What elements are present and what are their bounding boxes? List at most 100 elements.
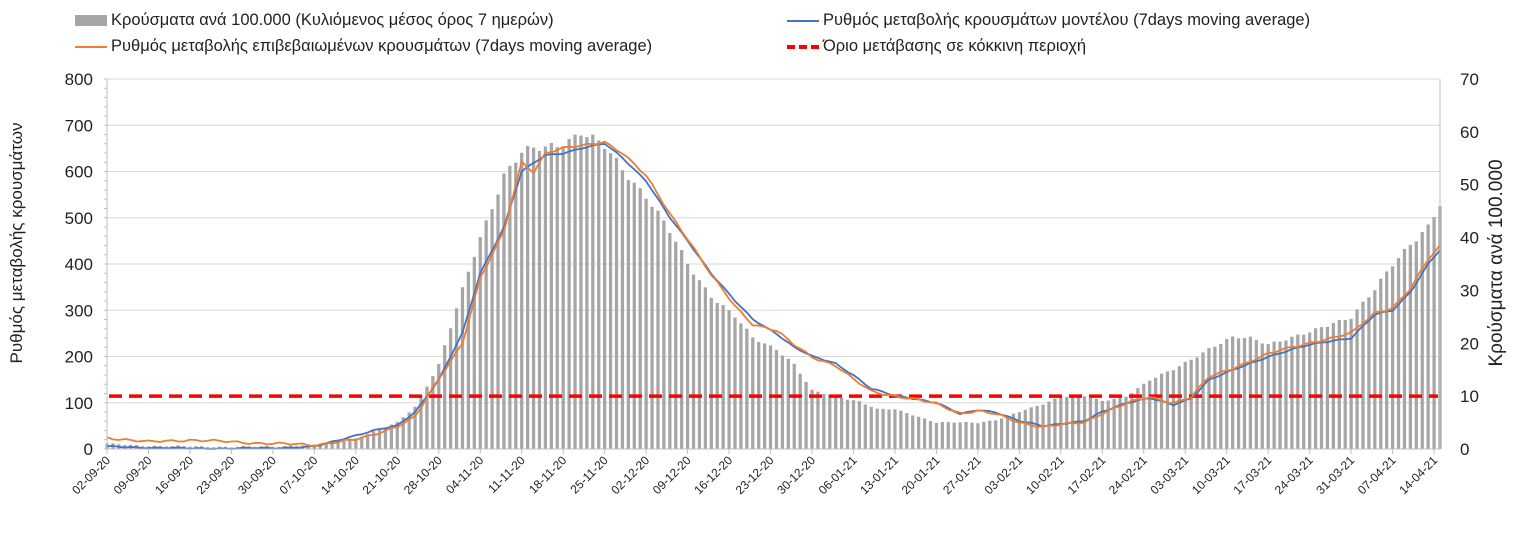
bar [970,422,974,449]
legend-swatch-confirmed [75,45,107,48]
legend-item-bars: Κρούσματα ανά 100.000 (Κυλιόμενος μέσος … [75,11,554,30]
x-tick-label: 21-10-20 [360,453,404,497]
y-tick-left: 500 [65,209,93,228]
legend-item-model: Ρυθμός μεταβολής κρουσμάτων μοντέλου (7d… [787,11,1310,30]
bar [603,148,607,449]
bar [401,417,405,449]
bar [1355,309,1359,449]
bar [336,441,340,449]
legend-item-confirmed: Ρυθμός μεταβολής επιβεβαιωμένων κρουσμάτ… [75,37,652,56]
bar [1142,383,1146,449]
bar [739,323,743,449]
bar [721,305,725,449]
bar [502,173,506,449]
x-tick-label: 23-12-20 [733,453,777,497]
y-tick-left: 200 [65,348,93,367]
bar [597,140,601,449]
bar [964,421,968,449]
bar [1011,413,1016,449]
bar [774,349,779,449]
x-tick-label: 18-11-20 [526,453,569,496]
bar [798,373,802,449]
bar [478,237,482,449]
y-tick-right: 20 [1460,334,1479,353]
x-tick-label: 03-02-21 [982,453,1026,497]
bar [443,345,447,449]
y-tick-left: 700 [65,116,93,135]
bar [395,421,399,449]
bar [869,406,873,449]
x-tick-label: 23-09-20 [194,453,238,497]
x-tick-label: 30-12-20 [774,453,818,497]
bar [845,399,850,449]
bar [780,355,785,449]
bar [1088,397,1093,449]
bar [982,421,986,449]
bar [1195,357,1199,449]
bar [792,363,796,449]
bar [697,280,702,449]
bar [1094,398,1099,449]
y-tick-left: 600 [65,163,93,182]
bar [851,400,856,449]
bar [656,210,660,449]
x-tick-label: 09-12-20 [650,453,694,497]
bar [999,418,1004,449]
bar [1396,258,1401,449]
legend-swatch-model [787,19,819,22]
bar [514,162,518,449]
x-tick-label: 31-03-21 [1313,453,1357,497]
bar [922,418,927,449]
bar [1118,397,1122,449]
bar [1177,366,1181,449]
line-confirmed [106,140,1441,448]
bar [1023,409,1027,449]
bar [632,182,636,449]
bar [680,250,684,449]
x-tick-label: 28-10-20 [401,453,445,497]
bar [1124,396,1128,449]
y-tick-right: 40 [1460,229,1479,248]
y-tick-left: 300 [65,301,93,320]
x-tick-label: 16-09-20 [152,453,196,497]
x-tick-label: 16-12-20 [691,453,735,497]
bar [1159,373,1164,449]
bar [1367,297,1371,449]
line-series [106,140,1441,450]
bar [1432,217,1436,449]
bar [946,422,950,449]
bar [620,170,625,449]
bar [591,134,595,449]
bar [1201,352,1205,449]
bar [1153,377,1158,449]
legend: Κρούσματα ανά 100.000 (Κυλιόμενος μέσος … [0,0,1526,70]
x-tick-label: 03-03-21 [1147,453,1191,497]
x-tick-label: 02-09-20 [69,453,113,497]
bar [1414,241,1418,449]
legend-swatch-threshold [787,44,819,49]
bar [579,135,583,449]
bar [1266,343,1270,449]
bar [1302,334,1306,449]
bar [407,412,411,449]
x-tick-label: 17-02-21 [1065,453,1109,497]
bar [508,165,512,449]
bar [1420,231,1424,449]
y-tick-right: 0 [1460,440,1469,459]
x-tick-label: 10-02-21 [1023,453,1067,497]
bar [454,308,459,449]
bar [1189,359,1193,449]
bar [567,139,571,449]
bar [905,413,909,449]
axes [104,78,1441,454]
bar [1225,338,1229,449]
legend-item-threshold: Όριο μετάβασης σε κόκκινη περιοχή [787,37,1086,56]
bar [1373,290,1377,449]
legend-label-confirmed: Ρυθμός μεταβολής επιβεβαιωμένων κρουσμάτ… [111,37,653,55]
bar [1248,336,1253,449]
bar [887,409,891,449]
bar [994,420,998,449]
bar [751,337,755,449]
line-model [106,143,1441,450]
x-tick-label: 14-10-20 [318,453,362,497]
